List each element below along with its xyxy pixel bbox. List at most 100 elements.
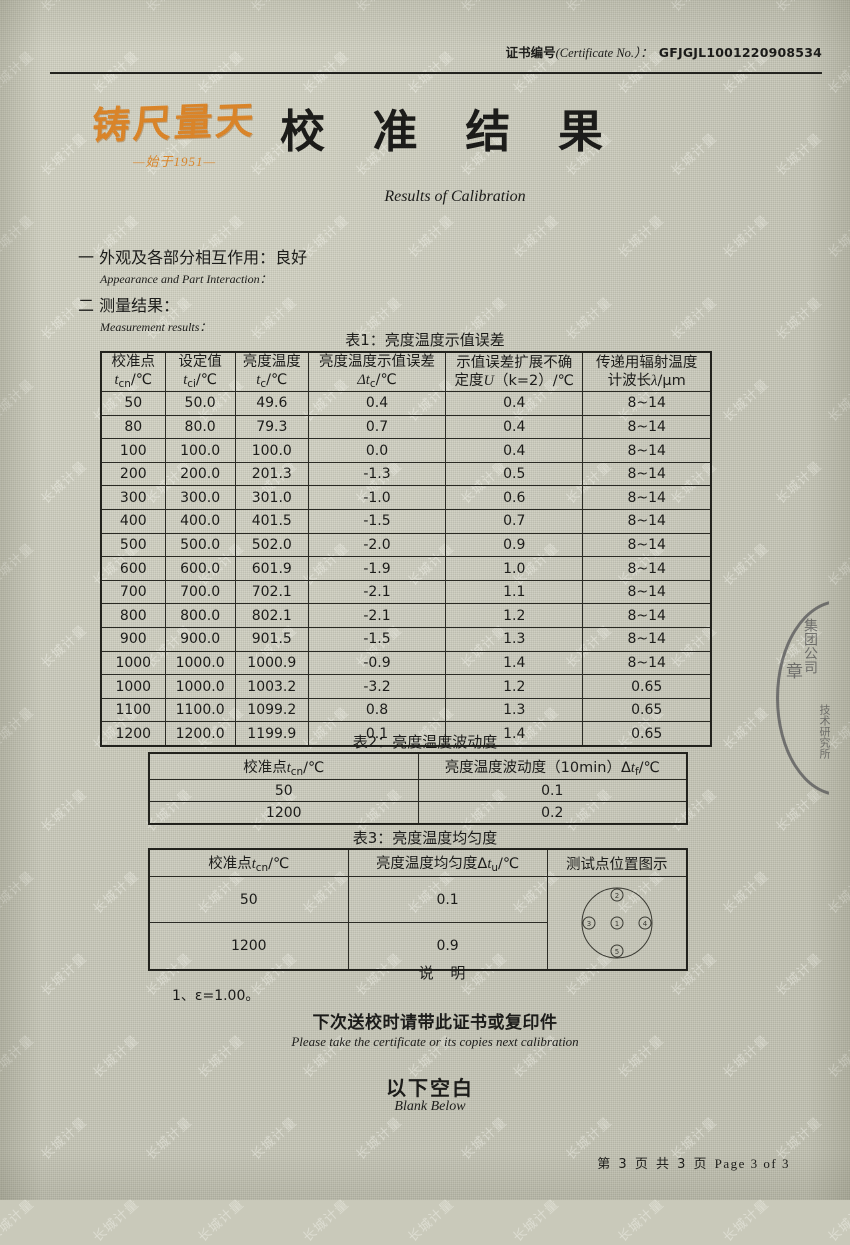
table1-cell: 700 xyxy=(100,579,166,605)
table3-h1-prefix: 校准点 xyxy=(208,856,252,873)
table-row: 800 800.0 802.1 -2.1 1.2 8~14 xyxy=(100,603,712,629)
table1-cell: 80 xyxy=(100,414,166,440)
table1-cell: -2.1 xyxy=(307,603,447,629)
table1-header-line1: 传递用辐射温度 xyxy=(595,354,698,371)
footer-page-cn: 第 3 页 共 3 页 xyxy=(597,1157,709,1172)
table3-h1-subscript: cn xyxy=(255,861,269,874)
table1-cell: 0.65 xyxy=(582,674,712,699)
table1-cell: 601.9 xyxy=(234,556,309,581)
table1-cell: 8~14 xyxy=(582,579,712,605)
section-measurement-text: 测量结果： xyxy=(99,296,180,315)
table2-header-calibration-point: 校准点tcn/℃ xyxy=(148,752,419,780)
table-row: 700 700.0 702.1 -2.1 1.1 8~14 xyxy=(100,579,712,605)
certificate-number: 证书编号(Certificate No.）： GFJGJL100122090853… xyxy=(506,42,822,61)
watermark-text: 长城计量 xyxy=(825,1196,850,1245)
table3-caption: 表3：亮度温度均匀度 xyxy=(352,829,498,847)
table1-header-line2: tci/℃ xyxy=(183,372,218,391)
table1-header-line1: 设定值 xyxy=(178,354,222,370)
table1-cell: 0.0 xyxy=(307,438,447,463)
page-footer: 第 3 页 共 3 页 Page 3 of 3 xyxy=(597,1153,790,1172)
watermark-text: 长城计量 xyxy=(615,1196,668,1245)
table2-cell: 50 xyxy=(148,779,419,802)
table1-cell: 700.0 xyxy=(164,579,236,605)
table1-header-cell: 设定值 tci/℃ xyxy=(164,351,236,393)
table1-cell: 300.0 xyxy=(164,485,236,511)
section-appearance-en: Appearance and Part Interaction： xyxy=(100,272,272,286)
section-measurement-cn: 二 测量结果： xyxy=(78,292,211,316)
table3-body: 50 0.1 1 2 3 xyxy=(148,875,688,971)
table-brightness-temperature-fluctuation: 校准点tcn/℃ 亮度温度波动度（10min）Δtf/℃ 50 0.1 1200 0.… xyxy=(148,752,688,825)
section-appearance-index: 一 xyxy=(78,248,95,267)
table1-cell: 0.4 xyxy=(445,391,584,416)
table1-cell: 1.2 xyxy=(445,603,584,629)
table1-cell: 600.0 xyxy=(164,556,236,581)
table-brightness-temperature-uniformity: 校准点tcn/℃ 亮度温度均匀度Δtu/℃ 测试点位置图示 50 0.1 xyxy=(148,848,688,971)
svg-text:3: 3 xyxy=(587,920,591,928)
table1-cell: 8~14 xyxy=(582,438,712,463)
table1-cell: -1.3 xyxy=(307,461,447,487)
watermark-text: 长城计量 xyxy=(0,1196,38,1245)
table1-header-cell: 示值误差扩展不确 定度U（k=2）/℃ xyxy=(445,351,584,393)
table1-cell: -0.9 xyxy=(307,650,447,676)
table1-header-line2: tc/℃ xyxy=(256,372,288,391)
table1-cell: 502.0 xyxy=(234,532,309,558)
table1-cell: 8~14 xyxy=(582,556,712,581)
table2-cell: 0.1 xyxy=(417,779,688,802)
table1-cell: 0.65 xyxy=(582,697,712,723)
table1-cell: 1.1 xyxy=(445,579,584,605)
certificate-number-value: GFJGJL1001220908534 xyxy=(658,45,822,60)
table1-cell: 800 xyxy=(100,603,166,629)
table-row: 400 400.0 401.5 -1.5 0.7 8~14 xyxy=(100,509,712,534)
table1-cell: 0.4 xyxy=(307,391,447,416)
table3-h2-unit: /℃ xyxy=(498,856,520,873)
table2-cell: 0.2 xyxy=(417,801,688,825)
seal-text-org: 集团公司 xyxy=(802,618,818,674)
table1-cell: -1.5 xyxy=(307,509,447,534)
table1-cell: 401.5 xyxy=(234,509,309,534)
watermark-text: 长城计量 xyxy=(300,1196,353,1245)
table1-caption: 表1：亮度温度示值误差 xyxy=(345,331,505,349)
table1-cell: 1.3 xyxy=(445,697,584,723)
table3-cell-uniformity: 0.1 xyxy=(347,875,548,924)
table2-caption: 表2：亮度温度波动度 xyxy=(352,733,498,751)
table1-cell: 900 xyxy=(100,627,166,652)
table1-cell: 1100 xyxy=(100,697,166,723)
table1-cell: 0.8 xyxy=(307,697,447,723)
table1-cell: 1.3 xyxy=(445,627,584,652)
table2-h2-subscript: f xyxy=(634,765,639,778)
logo-since-text: —始于1951— xyxy=(132,154,217,169)
table1-cell: 1000.0 xyxy=(164,674,236,699)
table1-cell: 8~14 xyxy=(582,461,712,487)
table2-head: 校准点tcn/℃ 亮度温度波动度（10min）Δtf/℃ xyxy=(148,752,688,780)
table3-head: 校准点tcn/℃ 亮度温度均匀度Δtu/℃ 测试点位置图示 xyxy=(148,848,688,877)
table1-header-line2: tcn/℃ xyxy=(114,372,153,391)
table1-header-line2: Δtc/℃ xyxy=(357,372,397,391)
section-measurement: 二 测量结果： Measurement results： xyxy=(78,292,211,335)
table-row: 80 80.0 79.3 0.7 0.4 8~14 xyxy=(100,414,712,440)
table3-h1-unit: /℃ xyxy=(268,856,290,873)
table1-header-cell: 亮度温度 tc/℃ xyxy=(234,351,309,393)
certificate-number-label-en: (Certificate No.）： xyxy=(555,46,653,60)
table1-cell: 100 xyxy=(100,438,166,463)
table1-cell: 1000 xyxy=(100,674,166,699)
table2-h1-prefix: 校准点 xyxy=(243,759,287,776)
table1-cell: 0.7 xyxy=(307,414,447,440)
table1-cell: -1.9 xyxy=(307,556,447,581)
table1-cell: 0.4 xyxy=(445,414,584,440)
table1-cell: 1200 xyxy=(100,721,166,747)
certificate-number-label-cn: 证书编号 xyxy=(505,45,556,60)
table2-body: 50 0.1 1200 0.2 xyxy=(148,779,688,825)
table1-cell: -2.0 xyxy=(307,532,447,558)
blank-below-en: Blank Below xyxy=(394,1099,466,1114)
table1-header-line1: 亮度温度示值误差 xyxy=(319,354,435,370)
table1-header-line2: 定度U（k=2）/℃ xyxy=(454,373,574,390)
table1-cell: 100.0 xyxy=(234,438,309,463)
table2-header-fluctuation: 亮度温度波动度（10min）Δtf/℃ xyxy=(417,752,688,780)
table1-cell: 0.7 xyxy=(445,509,584,534)
table1-cell: 100.0 xyxy=(164,438,236,463)
table-row: 200 200.0 201.3 -1.3 0.5 8~14 xyxy=(100,461,712,487)
section-appearance-cn: 一 外观及各部分相互作用：良好 xyxy=(78,244,307,268)
table2-cell: 1200 xyxy=(148,801,419,825)
table-row: 300 300.0 301.0 -1.0 0.6 8~14 xyxy=(100,485,712,511)
seal-text-zhang: 章 xyxy=(782,662,802,679)
